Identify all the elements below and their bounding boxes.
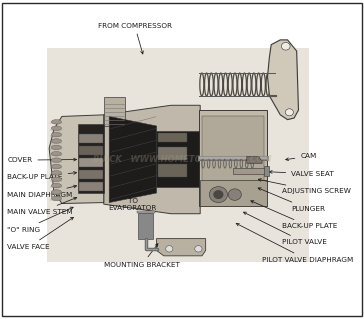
Bar (138, 213, 153, 239)
Text: BUICK   WWW.HOMETOWNBUICK.COM: BUICK WWW.HOMETOWNBUICK.COM (93, 155, 271, 164)
Circle shape (209, 187, 228, 203)
Text: FROM COMPRESSOR: FROM COMPRESSOR (98, 23, 172, 54)
Text: CAM: CAM (286, 153, 317, 160)
Polygon shape (104, 105, 200, 214)
Ellipse shape (51, 145, 62, 150)
Bar (158, 164, 187, 177)
Bar (78, 124, 104, 193)
Bar (233, 168, 268, 174)
Ellipse shape (51, 196, 62, 201)
Text: PILOT VALVE DIAPHRAGM: PILOT VALVE DIAPHRAGM (236, 223, 353, 263)
Bar (104, 97, 125, 126)
Bar (199, 110, 267, 206)
Bar (79, 182, 103, 191)
Text: ADJUSTING SCREW: ADJUSTING SCREW (258, 179, 351, 194)
Ellipse shape (51, 183, 62, 188)
Ellipse shape (51, 177, 62, 182)
Text: COVER: COVER (7, 157, 76, 163)
Polygon shape (136, 211, 155, 213)
Ellipse shape (51, 126, 62, 130)
Ellipse shape (51, 120, 62, 124)
Text: TO
EVAPORATOR: TO EVAPORATOR (109, 185, 157, 211)
Polygon shape (247, 156, 262, 163)
Text: BACK-UP PLATE: BACK-UP PLATE (251, 201, 337, 229)
Text: PLUNGER: PLUNGER (258, 188, 325, 212)
Circle shape (281, 42, 290, 50)
Bar (158, 147, 187, 160)
Ellipse shape (51, 152, 62, 156)
Bar (264, 166, 269, 176)
Ellipse shape (51, 139, 62, 143)
Bar (156, 131, 199, 187)
Text: MAIN VALVE STEM: MAIN VALVE STEM (7, 197, 77, 215)
Text: MAIN DIAPHRAGM: MAIN DIAPHRAGM (7, 185, 76, 197)
Bar (202, 116, 264, 203)
Text: VALVE SEAT: VALVE SEAT (269, 171, 334, 177)
Polygon shape (268, 40, 298, 120)
Bar (79, 170, 103, 179)
Polygon shape (157, 239, 206, 256)
Bar (200, 180, 267, 206)
Bar (79, 146, 103, 155)
Polygon shape (109, 116, 157, 203)
Circle shape (166, 246, 173, 252)
Bar (79, 134, 103, 143)
Text: MOUNTING BRACKET: MOUNTING BRACKET (104, 244, 180, 268)
Ellipse shape (51, 171, 62, 175)
Ellipse shape (51, 164, 62, 169)
Text: BACK-UP PLATE: BACK-UP PLATE (7, 172, 76, 180)
Bar (79, 158, 103, 167)
Bar (47, 48, 309, 262)
Circle shape (285, 109, 293, 116)
Circle shape (228, 189, 241, 200)
Text: PILOT VALVE: PILOT VALVE (244, 212, 327, 245)
Text: "O" RING: "O" RING (7, 207, 73, 233)
Circle shape (214, 190, 223, 199)
Text: VALVE FACE: VALVE FACE (7, 217, 74, 250)
Bar (158, 133, 187, 142)
Ellipse shape (51, 158, 62, 162)
Polygon shape (49, 115, 104, 204)
Ellipse shape (51, 190, 62, 194)
Ellipse shape (51, 132, 62, 137)
Circle shape (195, 246, 202, 252)
